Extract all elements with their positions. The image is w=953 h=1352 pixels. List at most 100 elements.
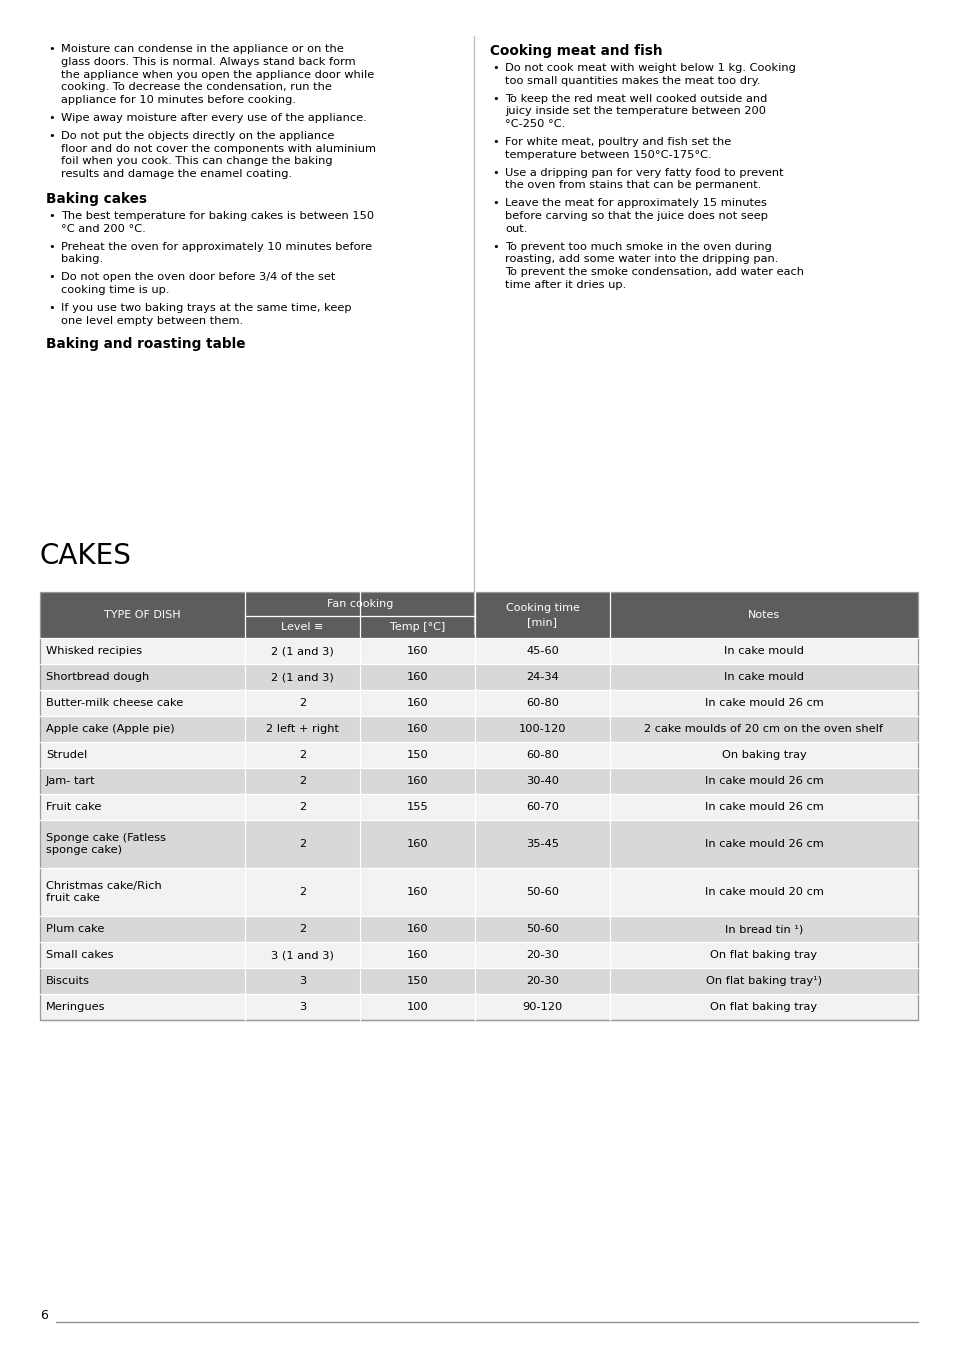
Bar: [40, 592, 245, 638]
Text: •: •: [492, 199, 498, 208]
Text: TYPE OF DISH: TYPE OF DISH: [104, 610, 181, 621]
Text: 160: 160: [406, 672, 428, 681]
Bar: [40, 690, 917, 717]
Text: 60-70: 60-70: [525, 802, 558, 813]
Bar: [40, 717, 917, 742]
Text: 100-120: 100-120: [518, 725, 566, 734]
Text: On baking tray: On baking tray: [720, 750, 805, 760]
Text: Butter-milk cheese cake: Butter-milk cheese cake: [46, 698, 183, 708]
Text: 20-30: 20-30: [525, 950, 558, 960]
Bar: [40, 592, 917, 1019]
Text: Cooking time
[min]: Cooking time [min]: [505, 603, 578, 626]
Text: Do not cook meat with weight below 1 kg. Cooking: Do not cook meat with weight below 1 kg.…: [504, 64, 795, 73]
Text: glass doors. This is normal. Always stand back form: glass doors. This is normal. Always stan…: [61, 57, 355, 66]
Text: Cooking meat and fish: Cooking meat and fish: [490, 45, 662, 58]
Text: •: •: [48, 45, 54, 54]
Bar: [40, 794, 917, 821]
Text: Christmas cake/Rich
fruit cake: Christmas cake/Rich fruit cake: [46, 880, 162, 903]
Bar: [40, 638, 917, 664]
Text: Small cakes: Small cakes: [46, 950, 113, 960]
Text: 2: 2: [298, 698, 306, 708]
Text: In cake mould: In cake mould: [723, 646, 803, 656]
Text: 60-80: 60-80: [525, 750, 558, 760]
Text: Biscuits: Biscuits: [46, 976, 90, 986]
Text: Jam- tart: Jam- tart: [46, 776, 95, 786]
Text: Temp [°C]: Temp [°C]: [390, 622, 445, 631]
Text: Baking and roasting table: Baking and roasting table: [46, 338, 245, 352]
Text: appliance for 10 minutes before cooking.: appliance for 10 minutes before cooking.: [61, 95, 295, 105]
Text: floor and do not cover the components with aluminium: floor and do not cover the components wi…: [61, 143, 375, 154]
Text: Strudel: Strudel: [46, 750, 87, 760]
Text: On flat baking tray: On flat baking tray: [710, 950, 817, 960]
Text: In cake mould 26 cm: In cake mould 26 cm: [704, 776, 822, 786]
Text: baking.: baking.: [61, 254, 103, 265]
Text: On flat baking tray¹): On flat baking tray¹): [705, 976, 821, 986]
Bar: [40, 968, 917, 994]
Text: juicy inside set the temperature between 200: juicy inside set the temperature between…: [504, 107, 765, 116]
Text: •: •: [492, 93, 498, 104]
Text: 2: 2: [298, 840, 306, 849]
Text: 160: 160: [406, 840, 428, 849]
Text: 160: 160: [406, 923, 428, 934]
Text: To prevent too much smoke in the oven during: To prevent too much smoke in the oven du…: [504, 242, 771, 251]
Text: •: •: [48, 242, 54, 251]
Text: In cake mould 20 cm: In cake mould 20 cm: [704, 887, 822, 896]
Bar: [609, 592, 917, 638]
Text: Whisked recipies: Whisked recipies: [46, 646, 142, 656]
Text: foil when you cook. This can change the baking: foil when you cook. This can change the …: [61, 157, 333, 166]
Text: Apple cake (Apple pie): Apple cake (Apple pie): [46, 725, 174, 734]
Text: 45-60: 45-60: [525, 646, 558, 656]
Text: In bread tin ¹): In bread tin ¹): [724, 923, 802, 934]
Text: 2: 2: [298, 776, 306, 786]
Bar: [40, 868, 917, 917]
Text: •: •: [48, 211, 54, 220]
Text: Moisture can condense in the appliance or on the: Moisture can condense in the appliance o…: [61, 45, 343, 54]
Text: •: •: [48, 303, 54, 312]
Text: cooking time is up.: cooking time is up.: [61, 285, 170, 295]
Text: 50-60: 50-60: [525, 887, 558, 896]
Text: •: •: [48, 272, 54, 283]
Text: the appliance when you open the appliance door while: the appliance when you open the applianc…: [61, 69, 374, 80]
Text: In cake mould 26 cm: In cake mould 26 cm: [704, 840, 822, 849]
Text: 3: 3: [298, 1002, 306, 1013]
Text: In cake mould 26 cm: In cake mould 26 cm: [704, 802, 822, 813]
Text: 160: 160: [406, 950, 428, 960]
Text: 50-60: 50-60: [525, 923, 558, 934]
Text: 160: 160: [406, 887, 428, 896]
Text: 90-120: 90-120: [522, 1002, 562, 1013]
Text: Notes: Notes: [747, 610, 780, 621]
Text: temperature between 150°C-175°C.: temperature between 150°C-175°C.: [504, 150, 711, 160]
Text: °C-250 °C.: °C-250 °C.: [504, 119, 565, 130]
Bar: [40, 768, 917, 794]
Text: 2 cake moulds of 20 cm on the oven shelf: 2 cake moulds of 20 cm on the oven shelf: [644, 725, 882, 734]
Text: cooking. To decrease the condensation, run the: cooking. To decrease the condensation, r…: [61, 82, 332, 92]
Bar: [40, 942, 917, 968]
Text: 2: 2: [298, 923, 306, 934]
Text: 2 (1 and 3): 2 (1 and 3): [271, 672, 334, 681]
Text: Do not put the objects directly on the appliance: Do not put the objects directly on the a…: [61, 131, 334, 141]
Text: Fruit cake: Fruit cake: [46, 802, 101, 813]
Text: the oven from stains that can be permanent.: the oven from stains that can be permane…: [504, 180, 760, 191]
Text: 35-45: 35-45: [525, 840, 558, 849]
Text: roasting, add some water into the dripping pan.: roasting, add some water into the drippi…: [504, 254, 778, 265]
Text: 150: 150: [406, 750, 428, 760]
Text: Fan cooking: Fan cooking: [327, 599, 393, 608]
Text: To prevent the smoke condensation, add water each: To prevent the smoke condensation, add w…: [504, 268, 803, 277]
Bar: [40, 592, 917, 617]
Text: 150: 150: [406, 976, 428, 986]
Bar: [475, 592, 609, 638]
Bar: [40, 994, 917, 1019]
Text: 155: 155: [406, 802, 428, 813]
Text: On flat baking tray: On flat baking tray: [710, 1002, 817, 1013]
Text: too small quantities makes the meat too dry.: too small quantities makes the meat too …: [504, 76, 760, 85]
Text: Leave the meat for approximately 15 minutes: Leave the meat for approximately 15 minu…: [504, 199, 766, 208]
Text: •: •: [492, 242, 498, 251]
Text: one level empty between them.: one level empty between them.: [61, 315, 243, 326]
Text: 3: 3: [298, 976, 306, 986]
Text: 2: 2: [298, 887, 306, 896]
Text: °C and 200 °C.: °C and 200 °C.: [61, 224, 146, 234]
Text: 30-40: 30-40: [525, 776, 558, 786]
Bar: [40, 617, 917, 638]
Text: time after it dries up.: time after it dries up.: [504, 280, 625, 289]
Text: Shortbread dough: Shortbread dough: [46, 672, 149, 681]
